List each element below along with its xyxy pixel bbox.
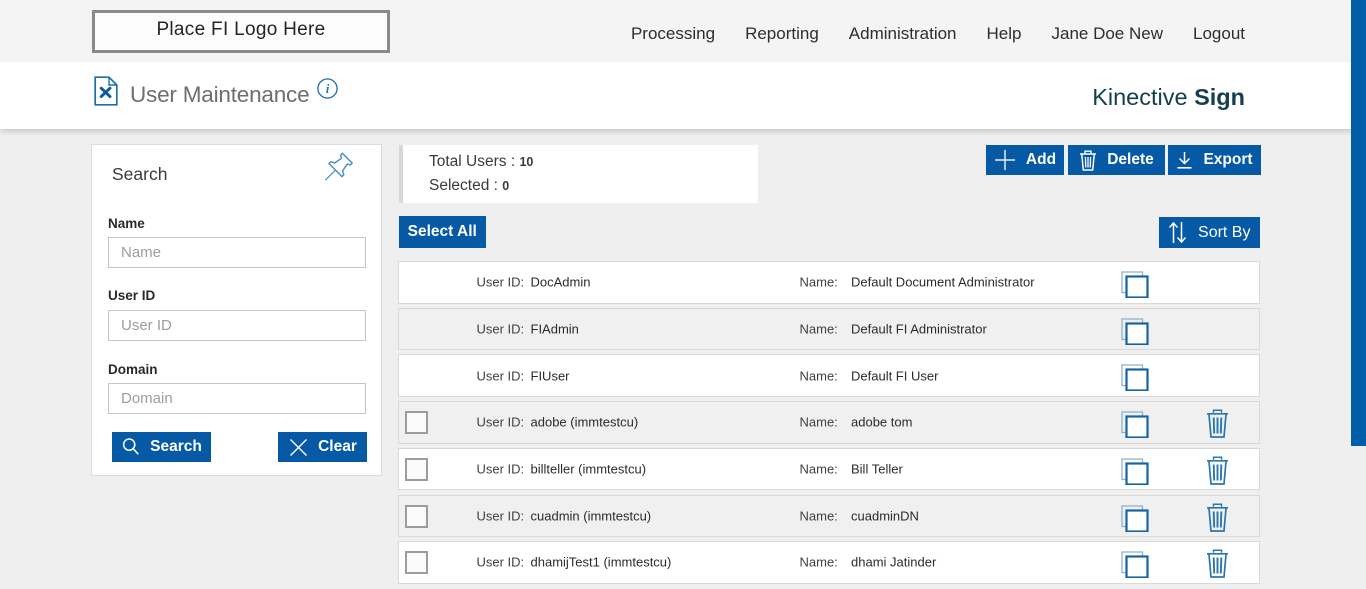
svg-text:i: i [326,81,330,96]
